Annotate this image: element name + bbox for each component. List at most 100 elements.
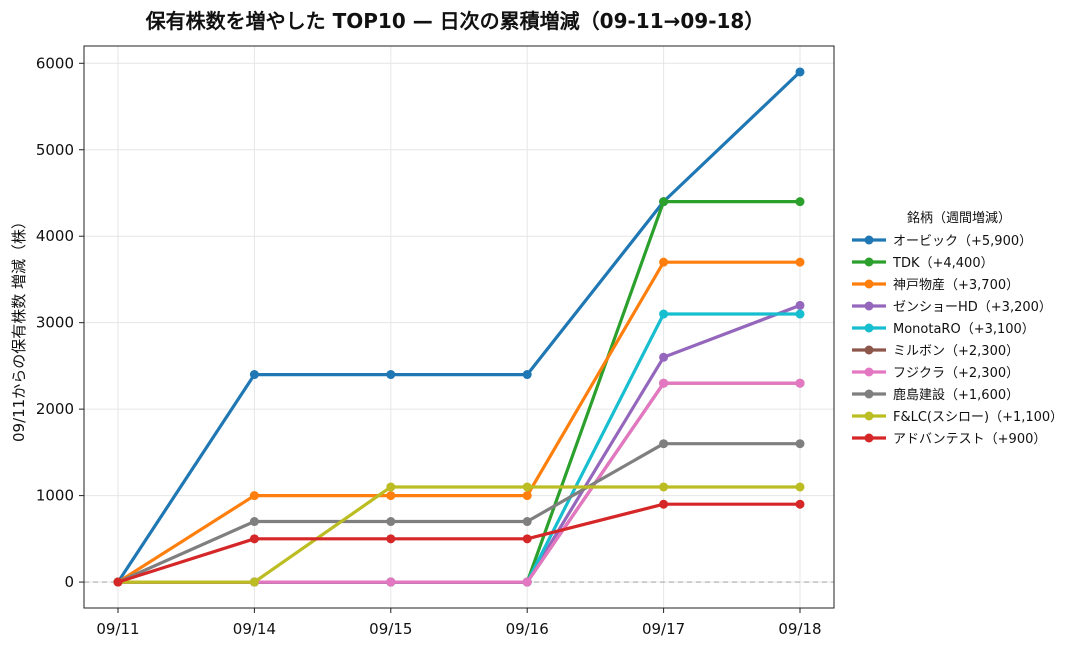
legend-label: オービック（+5,900） bbox=[893, 234, 1032, 249]
legend-item: オービック（+5,900） bbox=[852, 234, 1032, 249]
legend: 銘柄（週間増減） オービック（+5,900） TDK（+4,400） 神戸物産（+3… bbox=[852, 210, 1063, 447]
series-8 bbox=[113, 439, 805, 587]
legend-item: ゼンショーHD（+3,200） bbox=[852, 300, 1052, 315]
y-tick-label: 1000 bbox=[36, 487, 74, 505]
series-7 bbox=[113, 378, 805, 587]
y-tick-label: 0 bbox=[64, 573, 74, 591]
legend-swatch-marker bbox=[864, 301, 874, 311]
series-6 bbox=[113, 378, 805, 587]
legend-item: MonotaRO（+3,100） bbox=[852, 322, 1035, 337]
data-point bbox=[522, 577, 532, 587]
x-tick-label: 09/16 bbox=[506, 620, 549, 638]
legend-swatch-marker bbox=[864, 279, 874, 289]
data-point bbox=[386, 491, 396, 501]
legend-label: ミルボン（+2,300） bbox=[893, 344, 1019, 359]
data-point bbox=[522, 482, 532, 492]
x-tick-label: 09/14 bbox=[233, 620, 276, 638]
legend-label: 神戸物産（+3,700） bbox=[893, 277, 1019, 293]
series-5 bbox=[113, 309, 805, 587]
plot-area-frame bbox=[83, 45, 835, 609]
grid-lines bbox=[84, 46, 834, 608]
legend-label: TDK（+4,400） bbox=[892, 256, 994, 271]
data-point bbox=[386, 577, 396, 587]
data-point bbox=[659, 309, 669, 319]
data-point bbox=[249, 517, 259, 527]
y-axis-ticks: 0 1000 2000 3000 4000 5000 6000 bbox=[36, 54, 84, 591]
data-point bbox=[386, 482, 396, 492]
series-line bbox=[116, 260, 802, 584]
series-line bbox=[116, 442, 802, 584]
series-line bbox=[116, 502, 802, 584]
legend-swatch-marker bbox=[864, 257, 874, 267]
x-tick-label: 09/18 bbox=[778, 620, 821, 638]
data-point bbox=[795, 257, 805, 267]
legend-item: 鹿島建設（+1,600） bbox=[852, 387, 1019, 403]
legend-label: フジクラ（+2,300） bbox=[893, 366, 1019, 381]
data-point bbox=[386, 517, 396, 527]
data-point bbox=[522, 517, 532, 527]
data-point bbox=[659, 499, 669, 509]
legend-swatch-marker bbox=[864, 367, 874, 377]
y-tick-label: 2000 bbox=[36, 400, 74, 418]
legend-swatch-marker bbox=[864, 389, 874, 399]
data-point bbox=[795, 300, 805, 310]
data-point bbox=[659, 439, 669, 449]
chart-title: 保有株数を増やした TOP10 — 日次の累積増減（09-11→09-18） bbox=[145, 9, 765, 33]
y-tick-label: 5000 bbox=[36, 141, 74, 159]
series-lines bbox=[113, 67, 805, 587]
data-point bbox=[795, 482, 805, 492]
data-point bbox=[659, 352, 669, 362]
data-point bbox=[659, 257, 669, 267]
y-axis-label: 09/11からの保有株数 増減（株） bbox=[10, 214, 28, 442]
legend-label: 鹿島建設（+1,600） bbox=[893, 387, 1019, 403]
data-point bbox=[249, 491, 259, 501]
data-point bbox=[659, 378, 669, 388]
data-point bbox=[795, 439, 805, 449]
x-tick-label: 09/15 bbox=[369, 620, 412, 638]
series-1 bbox=[113, 67, 805, 587]
data-point bbox=[113, 577, 123, 587]
y-tick-label: 4000 bbox=[36, 227, 74, 245]
legend-item: F&LC(スシロー)（+1,100） bbox=[852, 410, 1063, 425]
series-line bbox=[116, 381, 802, 584]
series-10 bbox=[113, 499, 805, 587]
x-axis-ticks: 09/11 09/14 09/15 09/16 09/17 09/18 bbox=[96, 608, 822, 638]
legend-item: TDK（+4,400） bbox=[852, 256, 994, 271]
legend-item: 神戸物産（+3,700） bbox=[852, 277, 1019, 293]
series-2 bbox=[113, 197, 805, 587]
series-line bbox=[116, 381, 802, 584]
data-point bbox=[386, 534, 396, 544]
series-line bbox=[116, 485, 802, 584]
y-tick-label: 3000 bbox=[36, 314, 74, 332]
x-tick-label: 09/17 bbox=[642, 620, 685, 638]
x-tick-label: 09/11 bbox=[96, 620, 139, 638]
legend-swatch-marker bbox=[864, 323, 874, 333]
data-point bbox=[659, 197, 669, 207]
legend-item: フジクラ（+2,300） bbox=[852, 366, 1019, 381]
data-point bbox=[522, 491, 532, 501]
data-point bbox=[795, 67, 805, 77]
legend-swatch-marker bbox=[864, 433, 874, 443]
legend-label: MonotaRO（+3,100） bbox=[893, 322, 1035, 337]
data-point bbox=[249, 534, 259, 544]
legend-swatch-marker bbox=[864, 411, 874, 421]
series-line bbox=[116, 312, 802, 584]
y-tick-label: 6000 bbox=[36, 54, 74, 72]
data-point bbox=[795, 309, 805, 319]
data-point bbox=[795, 499, 805, 509]
data-point bbox=[795, 378, 805, 388]
legend-swatch-marker bbox=[864, 345, 874, 355]
legend-swatch-marker bbox=[864, 235, 874, 245]
legend-item: ミルボン（+2,300） bbox=[852, 344, 1019, 359]
data-point bbox=[795, 197, 805, 207]
data-point bbox=[249, 577, 259, 587]
legend-label: アドバンテスト（+900） bbox=[893, 432, 1046, 447]
legend-label: F&LC(スシロー)（+1,100） bbox=[893, 410, 1063, 425]
data-point bbox=[386, 370, 396, 380]
legend-title: 銘柄（週間増減） bbox=[907, 210, 1011, 226]
series-line bbox=[116, 70, 802, 584]
data-point bbox=[249, 370, 259, 380]
data-point bbox=[522, 534, 532, 544]
series-line bbox=[116, 200, 802, 584]
data-point bbox=[522, 370, 532, 380]
